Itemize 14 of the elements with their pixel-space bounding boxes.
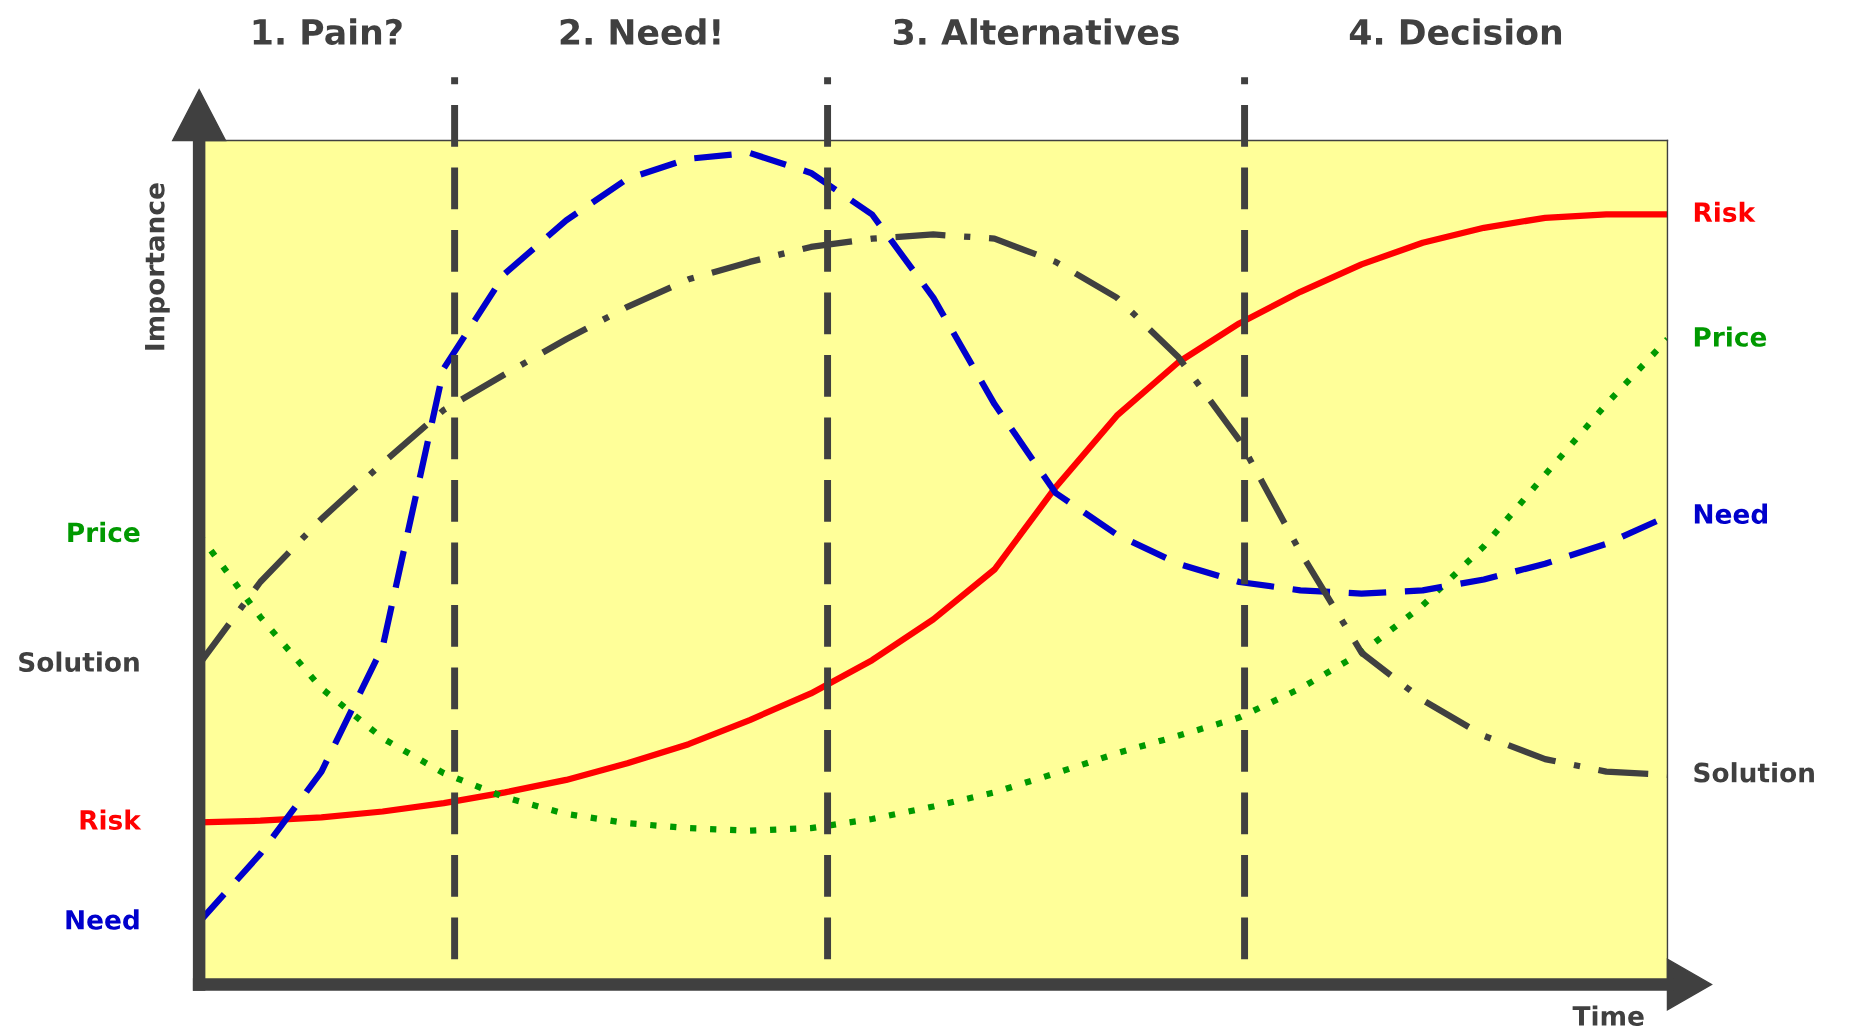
series-label: Solution: [1694, 762, 1814, 783]
text: Need: [66, 909, 139, 930]
y-axis-title: Importance: [145, 183, 170, 350]
series-label: Need: [1694, 503, 1768, 524]
text: 2. Need!: [560, 18, 720, 46]
text: 3. Alternatives: [893, 18, 1179, 46]
x-axis-title: Time: [1572, 1005, 1644, 1026]
series-label: Risk: [1694, 201, 1756, 223]
series-label: Price: [1694, 326, 1767, 347]
text: Risk: [80, 809, 142, 830]
text: Solution: [19, 651, 139, 672]
text: 1. Pain?: [253, 18, 402, 46]
text: Price: [68, 521, 140, 543]
text: 4. Decision: [1349, 18, 1562, 46]
